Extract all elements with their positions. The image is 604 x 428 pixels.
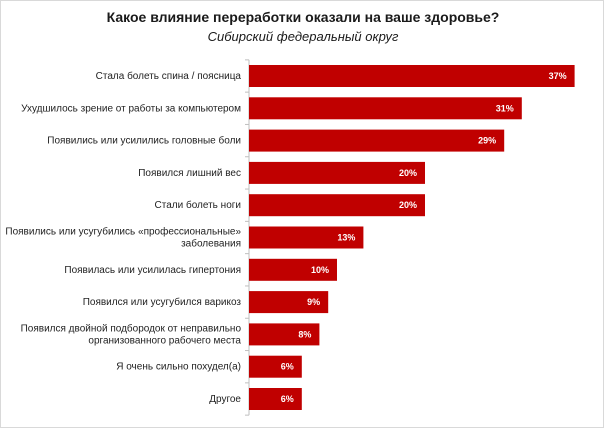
category-label-line: Появилась или усилилась гипертония [64, 265, 241, 276]
category-label-line: Другое [209, 394, 241, 405]
bar-value-label: 20% [399, 200, 417, 210]
bar-value-label: 13% [337, 233, 355, 243]
category-label: Появился двойной подбородок от неправиль… [21, 322, 242, 346]
bar [249, 323, 320, 346]
bar-value-label: 20% [399, 168, 417, 178]
category-label: Стала болеть спина / поясница [96, 70, 242, 82]
category-label: Появились или усугубились «профессиональ… [5, 226, 241, 250]
category-label-line: Появился или усугубился варикоз [83, 296, 242, 308]
bar-value-label: 6% [281, 362, 294, 372]
category-label-line: Я очень сильно похудел(а) [116, 362, 241, 373]
category-label-line: Появился двойной подбородок от неправиль… [21, 322, 242, 334]
bar [249, 161, 425, 184]
chart-title: Какое влияние переработки оказали на ваш… [106, 9, 500, 25]
category-label-line: Стали болеть ноги [155, 199, 241, 211]
bar [249, 65, 575, 87]
bar-value-label: 6% [281, 394, 294, 404]
category-label: Я очень сильно похудел(а) [116, 362, 241, 373]
category-label-line: Ухудшилось зрение от работы за компьютер… [21, 102, 241, 114]
category-label: Появились или усилились головные боли [47, 135, 241, 147]
category-label-line: Появились или усугубились «профессиональ… [5, 226, 241, 238]
category-label-line: Появился лишний вес [138, 168, 241, 179]
bar [249, 355, 302, 378]
category-label-line: организованного рабочего места [88, 334, 241, 346]
bar-value-label: 31% [496, 103, 514, 113]
bar [249, 194, 425, 217]
bar-value-label: 10% [311, 265, 329, 275]
bar-value-label: 29% [478, 136, 496, 146]
category-label-line: Стала болеть спина / поясница [96, 70, 242, 82]
category-label: Появилась или усилилась гипертония [64, 265, 241, 276]
category-label: Другое [209, 394, 241, 405]
category-label: Ухудшилось зрение от работы за компьютер… [21, 102, 241, 114]
bar-value-label: 8% [298, 329, 311, 339]
chart-subtitle: Сибирский федеральный округ [207, 29, 399, 44]
category-label: Появился лишний вес [138, 168, 241, 179]
bar [249, 388, 302, 410]
category-label-line: Появились или усилились головные боли [47, 135, 241, 147]
category-label: Стали болеть ноги [155, 199, 241, 211]
bar [249, 226, 364, 249]
category-label: Появился или усугубился варикоз [83, 296, 242, 308]
bar [249, 129, 505, 152]
bar-value-label: 37% [549, 71, 567, 81]
bar [249, 97, 522, 120]
bar [249, 258, 337, 281]
category-label-line: заболевания [181, 238, 241, 250]
bar [249, 291, 329, 314]
bar-value-label: 9% [307, 297, 320, 307]
